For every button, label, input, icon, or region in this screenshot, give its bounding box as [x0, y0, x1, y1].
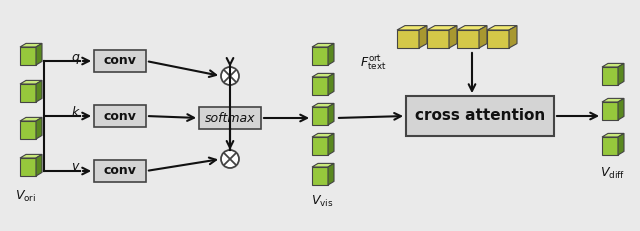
Polygon shape: [328, 43, 334, 65]
Polygon shape: [618, 98, 624, 120]
Polygon shape: [328, 103, 334, 125]
Text: conv: conv: [104, 109, 136, 122]
Text: $F_{\mathrm{text}}^{\mathrm{ort}}$: $F_{\mathrm{text}}^{\mathrm{ort}}$: [360, 53, 386, 73]
Text: conv: conv: [104, 164, 136, 177]
Polygon shape: [20, 47, 36, 65]
Polygon shape: [509, 26, 517, 48]
Circle shape: [221, 150, 239, 168]
Polygon shape: [36, 117, 42, 139]
Polygon shape: [312, 43, 334, 47]
FancyBboxPatch shape: [199, 107, 261, 129]
Text: $\mathit{V}_{\rm diff}$: $\mathit{V}_{\rm diff}$: [600, 165, 625, 181]
Polygon shape: [36, 154, 42, 176]
Polygon shape: [427, 30, 449, 48]
Polygon shape: [20, 80, 42, 84]
Polygon shape: [20, 117, 42, 121]
Polygon shape: [312, 103, 334, 107]
Polygon shape: [602, 67, 618, 85]
Polygon shape: [487, 26, 517, 30]
Text: q: q: [71, 51, 79, 64]
Polygon shape: [328, 133, 334, 155]
Polygon shape: [427, 26, 457, 30]
Text: conv: conv: [104, 55, 136, 67]
Polygon shape: [312, 73, 334, 77]
Polygon shape: [457, 30, 479, 48]
Polygon shape: [602, 137, 618, 155]
Text: $\mathit{V}_{\rm vis}$: $\mathit{V}_{\rm vis}$: [311, 193, 333, 209]
Polygon shape: [36, 80, 42, 102]
Text: softmax: softmax: [205, 112, 255, 125]
Polygon shape: [602, 98, 624, 102]
Polygon shape: [618, 63, 624, 85]
Polygon shape: [20, 121, 36, 139]
Polygon shape: [602, 102, 618, 120]
Polygon shape: [20, 43, 42, 47]
Polygon shape: [602, 133, 624, 137]
Polygon shape: [328, 73, 334, 95]
Polygon shape: [479, 26, 487, 48]
Polygon shape: [449, 26, 457, 48]
Polygon shape: [618, 133, 624, 155]
Text: v: v: [71, 161, 79, 173]
Polygon shape: [20, 154, 42, 158]
Text: k: k: [72, 106, 79, 119]
Polygon shape: [20, 84, 36, 102]
Polygon shape: [312, 47, 328, 65]
Polygon shape: [487, 30, 509, 48]
FancyBboxPatch shape: [94, 160, 146, 182]
Polygon shape: [312, 167, 328, 185]
Polygon shape: [312, 107, 328, 125]
Polygon shape: [397, 30, 419, 48]
Polygon shape: [397, 26, 427, 30]
Polygon shape: [36, 43, 42, 65]
Polygon shape: [312, 163, 334, 167]
FancyBboxPatch shape: [94, 50, 146, 72]
Circle shape: [221, 67, 239, 85]
Polygon shape: [602, 63, 624, 67]
Polygon shape: [312, 133, 334, 137]
Text: cross attention: cross attention: [415, 109, 545, 124]
FancyBboxPatch shape: [94, 105, 146, 127]
Polygon shape: [20, 158, 36, 176]
Polygon shape: [419, 26, 427, 48]
Polygon shape: [312, 137, 328, 155]
FancyBboxPatch shape: [406, 96, 554, 136]
Text: $\mathit{V}_{\rm ori}$: $\mathit{V}_{\rm ori}$: [15, 188, 36, 204]
Polygon shape: [457, 26, 487, 30]
Polygon shape: [312, 77, 328, 95]
Polygon shape: [328, 163, 334, 185]
